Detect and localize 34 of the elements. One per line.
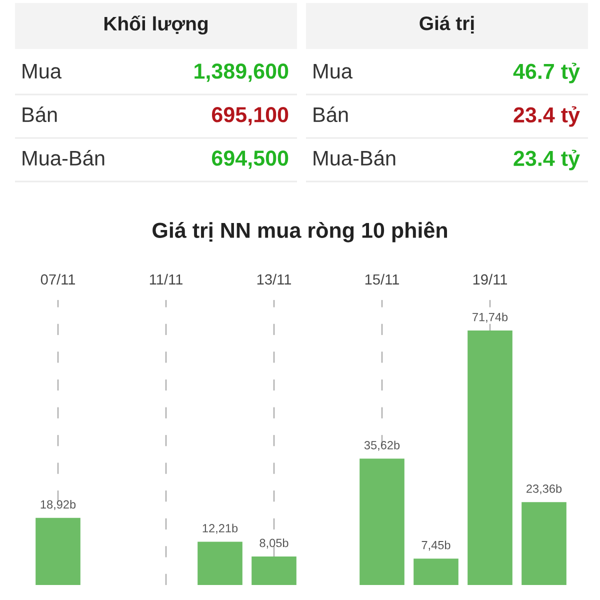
data-label: 46.7 tỷ bbox=[513, 62, 580, 84]
data-label: 7,45b bbox=[422, 540, 450, 551]
category-label: Bán bbox=[314, 106, 348, 122]
data-label: 18,92b bbox=[40, 500, 76, 510]
data-label: 8,05b bbox=[260, 538, 288, 549]
data-label: 23.4 tỷ bbox=[514, 106, 580, 127]
x-tick-label: 07/11 bbox=[40, 274, 75, 285]
text: Khối lượng bbox=[104, 15, 208, 35]
bar bbox=[360, 458, 404, 585]
category-label: Mua-Bán bbox=[22, 150, 104, 166]
x-tick-label: 11/11 bbox=[150, 274, 182, 285]
bar bbox=[468, 330, 512, 585]
data-label: 71,74b bbox=[472, 312, 508, 323]
data-label: 23.4 tỷ bbox=[514, 150, 580, 170]
data-label: 35,62b bbox=[364, 440, 400, 451]
data-label: 1,389,600 bbox=[194, 64, 288, 82]
bar bbox=[252, 556, 296, 585]
x-tick-label: 19/11 bbox=[473, 274, 507, 285]
x-tick-label: 13/11 bbox=[257, 274, 291, 285]
data-label: 12,21b bbox=[202, 524, 238, 534]
data-label: 23,36b bbox=[526, 484, 562, 494]
chart-title: Giá trị NN mua ròng 10 phiên bbox=[152, 222, 447, 242]
x-tick-label: 15/11 bbox=[365, 274, 399, 285]
bar bbox=[522, 502, 566, 585]
bar bbox=[414, 558, 458, 585]
category-label: Bán bbox=[22, 106, 57, 122]
bar bbox=[36, 518, 80, 585]
category-label: Mua-Bán bbox=[314, 150, 396, 166]
category-label: Mua bbox=[314, 64, 353, 79]
category-label: Mua bbox=[22, 64, 62, 79]
data-label: 694,500 bbox=[212, 150, 288, 169]
text: Giá trị bbox=[420, 16, 474, 34]
data-label: 695,100 bbox=[212, 107, 288, 126]
bar bbox=[198, 542, 242, 585]
